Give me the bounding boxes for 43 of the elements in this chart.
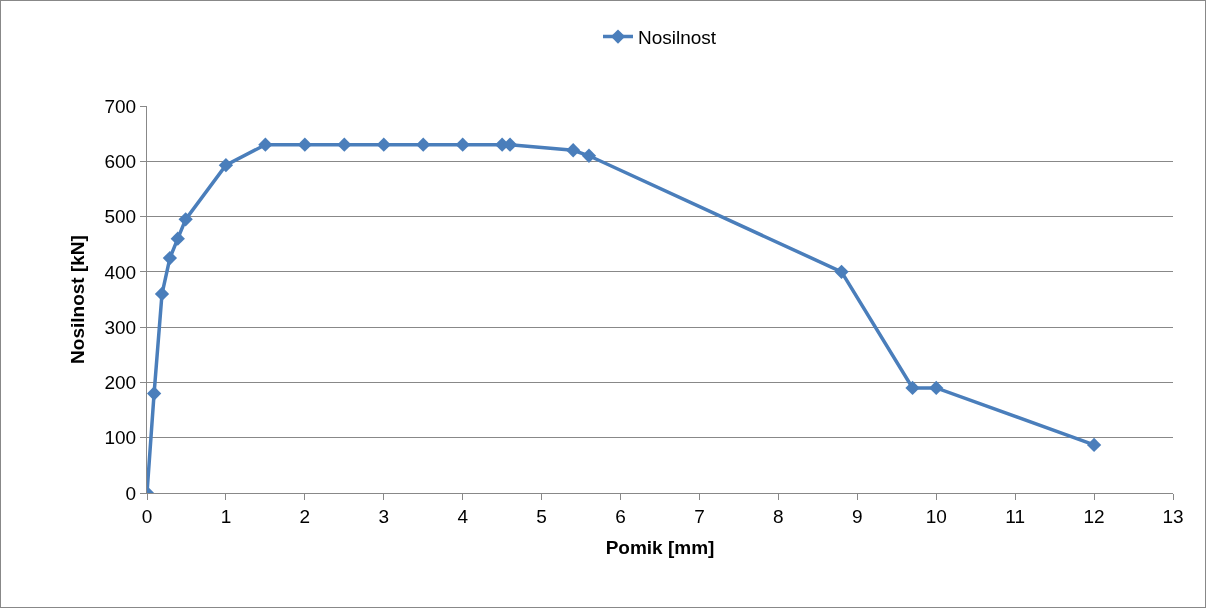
x-tick-label: 1: [220, 505, 232, 527]
y-tick-label: 600: [104, 150, 137, 172]
x-tick-label: 8: [773, 505, 784, 527]
y-tick-label: 300: [104, 316, 137, 338]
point: [218, 158, 234, 173]
point: [1086, 437, 1102, 453]
point: [376, 137, 391, 152]
point: [416, 137, 431, 152]
y-tick-label: 700: [104, 95, 137, 117]
y-tick-label: 200: [104, 372, 137, 394]
x-tick-label: 9: [852, 505, 863, 527]
x-tick-label: 4: [457, 505, 469, 527]
y-tick-label: 100: [104, 427, 137, 449]
point: [154, 286, 170, 302]
point: [178, 212, 193, 227]
x-tick-label: 6: [615, 505, 626, 527]
x-tick-label: 5: [536, 505, 547, 527]
x-tick-label: 0: [141, 505, 153, 527]
y-tick-label: 0: [125, 482, 137, 504]
point: [258, 137, 273, 152]
point: [147, 386, 162, 401]
point: [297, 137, 312, 152]
point: [905, 380, 920, 396]
x-tick-label: 10: [925, 505, 947, 527]
x-axis-title: Pomik [mm]: [605, 536, 715, 558]
point: [566, 143, 581, 158]
x-tick-label: 2: [299, 505, 311, 527]
y-axis-title: Nosilnost [kN]: [67, 235, 89, 364]
point: [581, 148, 597, 163]
point: [455, 137, 470, 152]
x-tick-label: 13: [1162, 505, 1184, 527]
legend-label: Nosilnost: [638, 26, 717, 48]
y-tick-label: 400: [104, 261, 137, 283]
x-tick-label: 12: [1083, 505, 1105, 527]
x-tick-label: 11: [1005, 505, 1026, 527]
x-tick-label: 7: [694, 505, 705, 527]
point: [834, 264, 849, 280]
y-tick-label: 500: [104, 206, 137, 228]
point: [162, 250, 178, 266]
point: [170, 231, 185, 246]
x-tick-label: 3: [378, 505, 390, 527]
point: [929, 380, 944, 396]
point: [337, 137, 352, 152]
